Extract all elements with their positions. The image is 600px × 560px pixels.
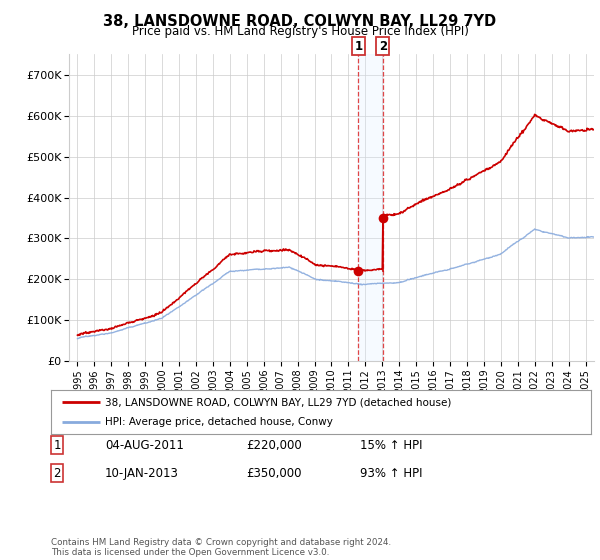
Text: 1: 1 [354, 40, 362, 53]
Text: 2: 2 [53, 466, 61, 480]
Text: 38, LANSDOWNE ROAD, COLWYN BAY, LL29 7YD (detached house): 38, LANSDOWNE ROAD, COLWYN BAY, LL29 7YD… [105, 397, 451, 407]
Text: 15% ↑ HPI: 15% ↑ HPI [360, 438, 422, 452]
Text: 93% ↑ HPI: 93% ↑ HPI [360, 466, 422, 480]
Text: £350,000: £350,000 [246, 466, 302, 480]
Text: 10-JAN-2013: 10-JAN-2013 [105, 466, 179, 480]
Text: HPI: Average price, detached house, Conwy: HPI: Average price, detached house, Conw… [105, 417, 333, 427]
Text: Contains HM Land Registry data © Crown copyright and database right 2024.
This d: Contains HM Land Registry data © Crown c… [51, 538, 391, 557]
Text: 04-AUG-2011: 04-AUG-2011 [105, 438, 184, 452]
Text: 2: 2 [379, 40, 387, 53]
Text: Price paid vs. HM Land Registry's House Price Index (HPI): Price paid vs. HM Land Registry's House … [131, 25, 469, 38]
Text: £220,000: £220,000 [246, 438, 302, 452]
Text: 38, LANSDOWNE ROAD, COLWYN BAY, LL29 7YD: 38, LANSDOWNE ROAD, COLWYN BAY, LL29 7YD [103, 14, 497, 29]
Text: 1: 1 [53, 438, 61, 452]
Bar [358, 54, 383, 361]
